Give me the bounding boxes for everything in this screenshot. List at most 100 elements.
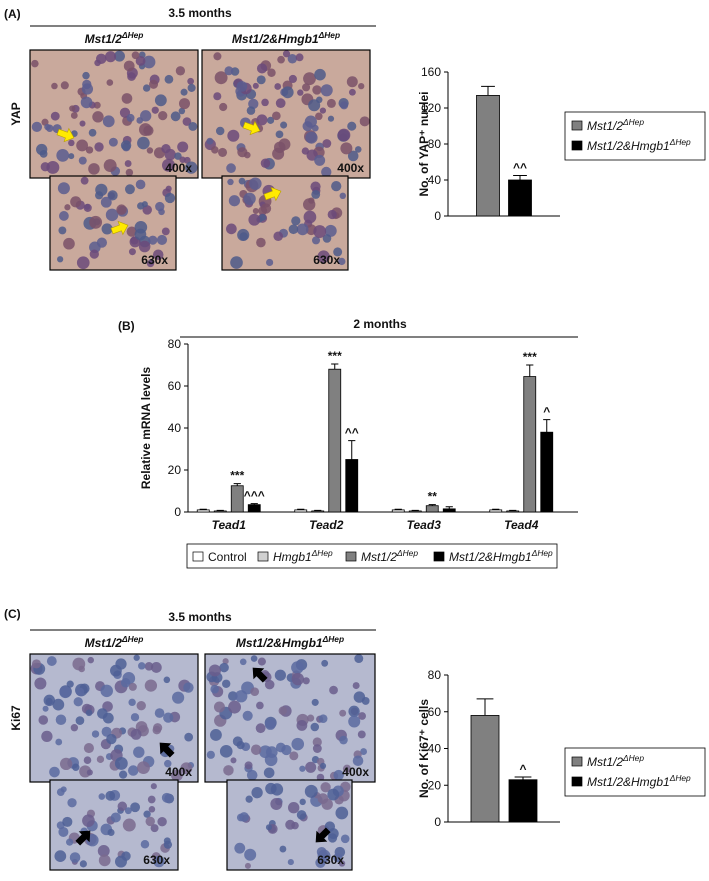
nucleus — [226, 163, 236, 173]
nucleus — [149, 79, 159, 89]
bar — [391, 509, 405, 513]
error-bar — [199, 508, 207, 510]
nucleus — [31, 121, 43, 132]
nucleus — [86, 769, 93, 776]
nucleus — [333, 247, 343, 257]
nucleus — [158, 208, 165, 216]
nucleus — [287, 858, 294, 866]
nucleus — [127, 72, 136, 81]
nucleus — [339, 735, 348, 745]
nucleus — [130, 802, 141, 813]
nucleus — [153, 723, 163, 733]
micrograph-inset — [221, 175, 349, 271]
error-bar — [348, 440, 356, 460]
nucleus — [251, 787, 263, 799]
nucleus — [228, 700, 241, 714]
nucleus — [49, 766, 60, 778]
nucleus — [187, 83, 196, 92]
magnification: 400x — [165, 161, 192, 175]
nucleus — [227, 178, 234, 186]
nucleus — [250, 744, 262, 755]
nucleus — [322, 139, 332, 148]
error-bar — [514, 776, 532, 780]
nucleus — [333, 769, 344, 781]
legend-box — [564, 111, 706, 161]
nucleus — [315, 857, 326, 868]
nucleus — [138, 123, 152, 137]
nucleus — [312, 85, 322, 95]
group-heading-superscript: ΔHep — [121, 30, 143, 40]
nucleus — [101, 223, 113, 235]
nucleus — [288, 74, 297, 84]
nucleus — [324, 224, 337, 237]
nucleus — [320, 782, 331, 793]
nucleus — [239, 232, 248, 241]
nucleus — [125, 168, 134, 177]
nucleus — [66, 680, 74, 688]
nucleus — [273, 231, 284, 242]
nucleus — [302, 121, 313, 132]
nucleus — [144, 661, 154, 671]
nucleus — [98, 793, 106, 800]
nucleus — [130, 728, 142, 740]
nucleus — [185, 161, 198, 174]
nucleus — [316, 773, 325, 782]
nucleus — [105, 51, 117, 63]
nucleus — [248, 213, 261, 226]
nucleus — [211, 146, 219, 154]
arrow — [75, 830, 91, 846]
magnification: 630x — [141, 253, 168, 267]
nucleus — [179, 156, 186, 163]
nucleus — [80, 96, 93, 109]
nucleus — [239, 658, 247, 666]
nucleus — [161, 792, 172, 803]
y-tick-label: 40 — [428, 173, 442, 187]
bar — [230, 485, 244, 513]
nucleus — [226, 223, 237, 235]
legend-entry: Mst1/2ΔHep — [587, 753, 644, 769]
error-bar — [411, 509, 419, 511]
nucleus — [34, 677, 47, 690]
nucleus — [210, 684, 219, 694]
legend-entry-main: Hmgb1 — [273, 550, 312, 564]
nucleus — [180, 762, 193, 775]
nucleus — [291, 737, 305, 751]
nucleus — [277, 55, 285, 64]
nucleus — [107, 190, 118, 201]
nucleus — [46, 160, 60, 174]
nucleus — [317, 250, 330, 263]
nucleus — [38, 715, 49, 725]
magnification: 400x — [337, 161, 364, 175]
nucleus — [296, 810, 307, 820]
nucleus — [219, 102, 228, 112]
nucleus — [275, 98, 286, 109]
bar — [506, 510, 520, 513]
nucleus — [106, 79, 114, 86]
legend-swatch — [257, 551, 269, 562]
nucleus — [322, 234, 332, 243]
nucleus — [56, 149, 70, 162]
nucleus — [272, 147, 285, 160]
nucleus — [358, 712, 366, 720]
legend-entry-main: Mst1/2&Hmgb1 — [449, 550, 532, 564]
error-bar — [509, 509, 517, 511]
bar — [311, 510, 325, 513]
nucleus — [307, 714, 315, 722]
nucleus — [213, 92, 222, 101]
nucleus — [94, 59, 101, 67]
nucleus — [40, 162, 50, 172]
group-heading-main: Mst1/2 — [85, 32, 123, 46]
legend-entry-superscript: ΔHep — [311, 548, 333, 558]
nucleus — [70, 196, 82, 208]
nucleus — [79, 860, 87, 868]
nucleus — [282, 50, 291, 58]
nucleus — [134, 228, 147, 241]
y-axis-label: No. of YAP⁺ nuclei — [417, 91, 431, 196]
nucleus — [263, 767, 275, 779]
nucleus — [256, 701, 264, 710]
nucleus — [88, 163, 100, 175]
bar — [196, 509, 210, 513]
nucleus — [259, 213, 267, 221]
nucleus — [252, 207, 259, 214]
nucleus — [339, 709, 347, 717]
